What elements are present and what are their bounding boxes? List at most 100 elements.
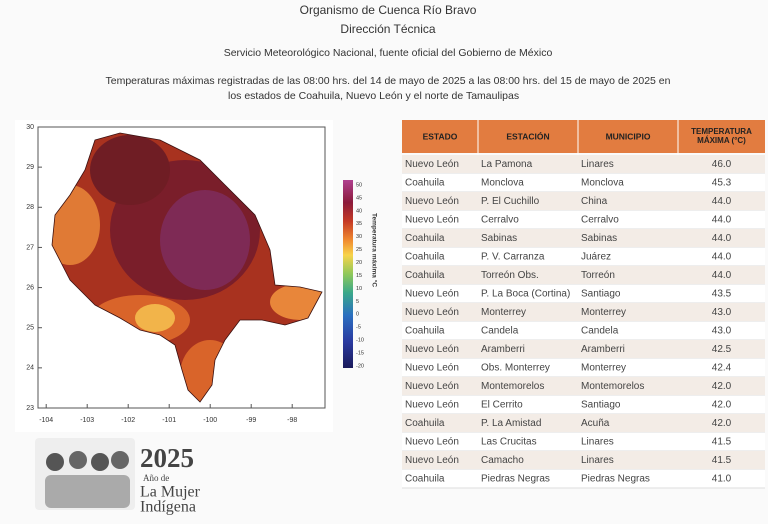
x-tick-label: -99 [246, 417, 256, 424]
table-cell: 43.5 [712, 288, 732, 299]
column-header: TEMPERATURA MÁXIMA (°C) [691, 127, 752, 145]
table-cell: Coahuila [405, 418, 445, 429]
colorbar-tick-label: -10 [356, 338, 364, 344]
table-cell: Montemorelos [481, 381, 544, 392]
table-cell: 43.0 [712, 325, 732, 336]
table-row [402, 395, 765, 414]
table-cell: P. V. Carranza [481, 251, 545, 262]
table-cell: P. La Boca (Cortina) [481, 288, 570, 299]
table-cell: Coahuila [405, 251, 445, 262]
table-cell: Monterrey [581, 362, 626, 373]
colorbar-tick-label: -5 [356, 325, 361, 331]
table-cell: 42.0 [712, 418, 732, 429]
table-row [402, 284, 765, 303]
table-cell: 45.3 [712, 177, 732, 188]
table-cell: Nuevo León [405, 381, 459, 392]
region-outline [51, 132, 323, 403]
organization: Organismo de Cuenca Río Bravo [300, 3, 477, 17]
y-tick-label: 26 [26, 284, 34, 291]
table-cell: Montemorelos [581, 381, 644, 392]
table-row [402, 432, 765, 451]
colorbar-tick-label: 30 [356, 234, 362, 240]
y-tick-label: 25 [26, 325, 34, 332]
colorbar-tick-label: 35 [356, 221, 362, 227]
table-cell: 42.5 [712, 344, 732, 355]
table-row [402, 414, 765, 433]
x-tick-label: -100 [203, 417, 217, 424]
logo-text: Año de [143, 473, 169, 483]
table-cell: Cerralvo [481, 214, 519, 225]
table-cell: Linares [581, 455, 614, 466]
table-cell: P. La Amistad [481, 418, 541, 429]
table-cell: 41.5 [712, 455, 732, 466]
table-row [402, 247, 765, 266]
table-cell: Linares [581, 436, 614, 447]
table-cell: Sabinas [481, 233, 517, 244]
colorbar-tick-label: 25 [356, 247, 362, 253]
colorbar-tick-label: 20 [356, 260, 362, 266]
table-cell: Piedras Negras [581, 473, 650, 484]
table-cell: 42.0 [712, 381, 732, 392]
table-cell: Cerralvo [581, 214, 619, 225]
table-cell: Monclova [581, 177, 624, 188]
table-cell: Nuevo León [405, 159, 459, 170]
department: Dirección Técnica [340, 22, 435, 36]
y-tick-label: 30 [26, 124, 34, 131]
logo: 2025 Año de La Mujer Indígena [35, 438, 201, 516]
x-tick-label: -104 [39, 417, 53, 424]
colorbar-tick-label: 40 [356, 208, 362, 214]
table-cell: 42.0 [712, 399, 732, 410]
table-cell: Candela [581, 325, 619, 336]
y-tick-label: 23 [26, 405, 34, 412]
table-cell: Las Crucitas [481, 436, 537, 447]
x-tick-label: -103 [80, 417, 94, 424]
table-cell: 44.0 [712, 270, 732, 281]
table-row [402, 155, 765, 174]
table-cell: Aramberri [581, 344, 625, 355]
table-cell: Monterrey [581, 307, 626, 318]
logo-text: La Mujer [140, 484, 201, 501]
colorbar-tick-label: 0 [356, 312, 359, 318]
table-cell: Nuevo León [405, 307, 459, 318]
title-line: los estados de Coahuila, Nuevo León y el… [228, 90, 519, 102]
logo-text: Indígena [140, 499, 196, 516]
table-row [402, 266, 765, 285]
table-cell: Camacho [481, 455, 524, 466]
table-cell: Obs. Monterrey [481, 362, 550, 373]
title-line: Temperaturas máximas registradas de las … [105, 75, 670, 87]
column-header: ESTADO [423, 131, 458, 141]
table-row [402, 210, 765, 229]
table-cell: 44.0 [712, 251, 732, 262]
service: Servicio Meteorológico Nacional, fuente … [224, 47, 553, 59]
table-cell: La Pamona [481, 159, 533, 170]
colorbar-tick-label: 50 [356, 182, 362, 188]
table-cell: Juárez [581, 251, 611, 262]
table-cell: Monclova [481, 177, 524, 188]
table-row [402, 229, 765, 248]
table-cell: Monterrey [481, 307, 526, 318]
table-cell: Coahuila [405, 270, 445, 281]
table-row [402, 377, 765, 396]
table-cell: 44.0 [712, 233, 732, 244]
table-cell: Nuevo León [405, 344, 459, 355]
colorbar-tick-label: -15 [356, 351, 364, 357]
table-cell: Nuevo León [405, 214, 459, 225]
table-row [402, 469, 765, 488]
table-cell: Linares [581, 159, 614, 170]
table-cell: 46.0 [712, 159, 732, 170]
table-row [402, 303, 765, 322]
table-cell: China [581, 196, 608, 207]
table-row [402, 358, 765, 377]
table-cell: 41.0 [712, 473, 732, 484]
colorbar-tick-label: 5 [356, 299, 359, 305]
table-cell: Nuevo León [405, 399, 459, 410]
logo-year: 2025 [140, 443, 194, 473]
table-cell: Nuevo León [405, 288, 459, 299]
table-cell: 44.0 [712, 214, 732, 225]
table-cell: Torreón [581, 270, 615, 281]
colorbar-tick-label: 45 [356, 195, 362, 201]
column-header: ESTACIÓN [506, 130, 549, 141]
table-cell: Aramberri [481, 344, 525, 355]
table-cell: Nuevo León [405, 196, 459, 207]
